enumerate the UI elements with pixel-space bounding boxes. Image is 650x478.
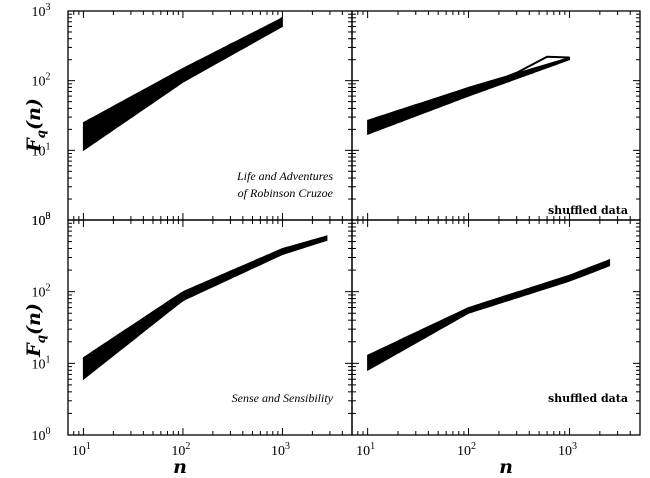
data-band bbox=[82, 235, 328, 381]
series-line-0 bbox=[82, 237, 328, 368]
x-tick-label: 103 bbox=[271, 441, 290, 459]
data-band bbox=[82, 17, 283, 152]
y-tick-label: 102 bbox=[32, 72, 51, 90]
annotation-shuffled-top: shuffled data bbox=[548, 204, 628, 217]
series-line-0 bbox=[367, 55, 570, 128]
panel-top-right bbox=[351, 10, 641, 221]
data-band bbox=[367, 56, 570, 136]
x-tick-label: 102 bbox=[171, 441, 190, 459]
panel-bottom-right: 101 102 103 bbox=[351, 219, 641, 459]
y-tick-label: 101 bbox=[32, 354, 51, 372]
y-axis-title-top: Fq(n) bbox=[23, 98, 48, 153]
panel-frame bbox=[351, 219, 641, 436]
annotation-sense-sensibility: Sense and Sensibility bbox=[232, 391, 334, 405]
annotation-robinson-line2: of Robinson Cruzoe bbox=[238, 186, 334, 200]
y-tick-label: 103 bbox=[32, 2, 51, 20]
y-tick-label: 102 bbox=[32, 283, 51, 301]
y-axis-title-bottom: Fq(n) bbox=[23, 303, 48, 358]
x-tick-label: 101 bbox=[72, 441, 91, 459]
series-line-0 bbox=[82, 16, 283, 134]
annotation-robinson-line1: Life and Adventures bbox=[236, 169, 333, 183]
series-line-0 bbox=[367, 262, 610, 362]
y-tick-label: 103 bbox=[32, 211, 51, 229]
annotation-shuffled-bottom: shuffled data bbox=[548, 392, 628, 405]
panel-bottom-left: 100 101 102 103 101 102 103 bbox=[32, 211, 353, 459]
x-axis-title-left: n bbox=[173, 456, 187, 478]
x-tick-label: 101 bbox=[356, 441, 375, 459]
y-tick-label: 100 bbox=[32, 211, 51, 229]
y-tick-label: 101 bbox=[32, 141, 51, 159]
data-band bbox=[367, 258, 611, 372]
x-tick-label: 103 bbox=[558, 441, 577, 459]
x-axis-title-right: n bbox=[499, 456, 513, 478]
x-tick-label: 102 bbox=[457, 441, 476, 459]
y-tick-label: 100 bbox=[32, 426, 51, 444]
